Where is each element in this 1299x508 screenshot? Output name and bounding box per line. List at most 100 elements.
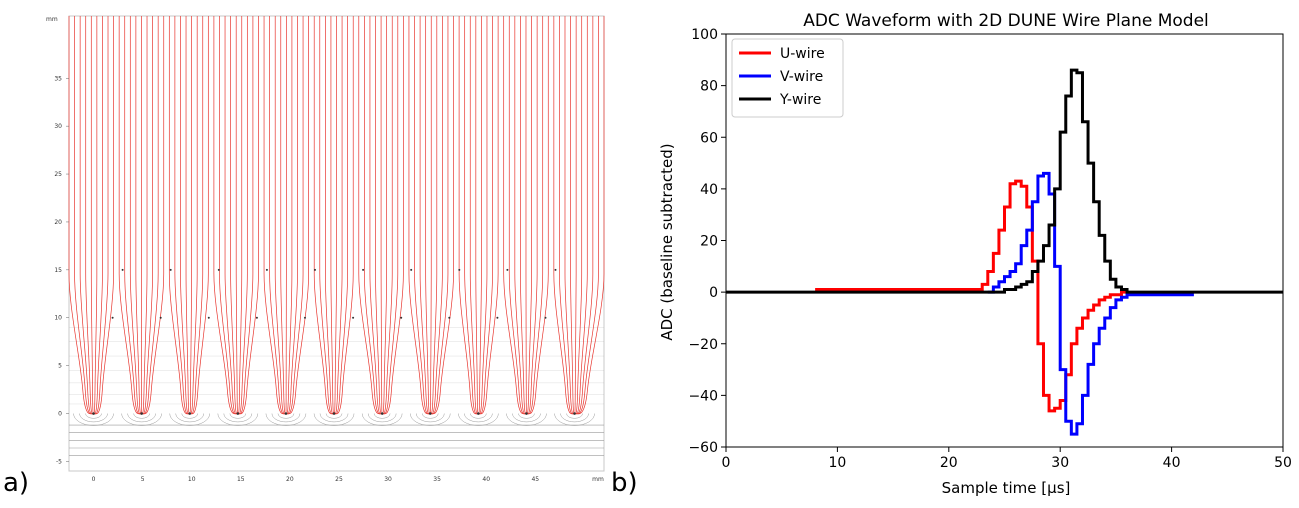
equipotential-arc xyxy=(325,413,343,419)
field-x-tick-label: 5 xyxy=(141,476,145,483)
mid-wire-marker xyxy=(303,316,306,319)
field-line xyxy=(478,16,499,415)
panel-label-a: a) xyxy=(3,468,30,498)
field-line xyxy=(429,16,454,415)
collection-wire-marker xyxy=(332,412,336,415)
equipotential-arc xyxy=(175,413,204,423)
field-y-tick-label: 10 xyxy=(54,315,62,322)
field-line xyxy=(189,16,209,415)
field-line xyxy=(224,16,239,415)
series-u-wire xyxy=(815,179,1128,413)
y-tick-label: −40 xyxy=(688,388,718,404)
equipotential-arc xyxy=(464,413,493,423)
x-tick-label: 50 xyxy=(1274,455,1292,471)
equipotential-arc xyxy=(181,413,198,419)
y-tick-label: −20 xyxy=(688,337,718,353)
field-x-tick-label: 35 xyxy=(433,476,441,483)
field-x-tick-label: 45 xyxy=(531,476,539,483)
equipotential-arc xyxy=(415,413,445,423)
equipotential-arc xyxy=(121,413,162,426)
field-line xyxy=(129,16,142,415)
y-tick-label: 0 xyxy=(709,285,718,301)
field-line xyxy=(237,16,259,415)
y-tick-label: 20 xyxy=(700,234,718,250)
field-line xyxy=(269,16,287,415)
field-line xyxy=(574,16,605,415)
panel-label-b: b) xyxy=(611,468,638,498)
equipotential-arc xyxy=(73,413,114,426)
field-axis-ticks: -5 0 5 10 15 20 25 30 35 0 5 10 15 20 25 30 35 40 45 mm xyxy=(54,75,604,483)
equipotential-arc xyxy=(518,413,535,419)
collection-wire-marker xyxy=(573,412,576,415)
field-y-tick-label: 0 xyxy=(58,411,62,418)
equipotential-arc xyxy=(85,413,102,419)
field-line xyxy=(419,16,431,415)
mid-wire-marker xyxy=(544,316,547,319)
y-tick-label: 60 xyxy=(700,130,718,146)
field-line xyxy=(369,16,383,415)
field-y-tick-label: 15 xyxy=(54,267,62,274)
legend-label-v-wire: V-wire xyxy=(780,69,823,85)
chart-title: ADC Waveform with 2D DUNE Wire Plane Mod… xyxy=(803,11,1209,31)
equipotential-arc xyxy=(566,413,583,419)
equipotential-arc xyxy=(409,413,451,426)
field-line xyxy=(141,16,165,415)
y-tick-label: 40 xyxy=(700,182,718,198)
upper-wire-marker xyxy=(506,268,509,271)
field-x-tick-label: 20 xyxy=(286,476,294,483)
series-v-wire xyxy=(987,171,1194,436)
field-y-tick-label: 30 xyxy=(54,123,62,130)
equipotential-arc xyxy=(265,413,307,426)
equipotential-arc xyxy=(79,413,108,423)
field-x-tick-label: 0 xyxy=(92,476,96,483)
y-axis-label: ADC (baseline subtracted) xyxy=(658,143,676,340)
mid-wire-marker xyxy=(448,316,451,319)
field-y-tick-label: -5 xyxy=(56,458,62,465)
upper-wire-marker xyxy=(362,268,365,271)
legend-label-y-wire: Y-wire xyxy=(779,92,821,108)
field-line xyxy=(414,16,431,415)
legend: U-wire V-wire Y-wire xyxy=(731,38,844,118)
field-line xyxy=(526,16,549,415)
equipotential-arc xyxy=(229,413,247,419)
mid-wire-marker xyxy=(111,316,114,319)
field-line xyxy=(93,16,114,415)
field-line xyxy=(174,16,191,415)
upper-wire-marker xyxy=(265,268,268,271)
equipotential-arc xyxy=(373,413,391,419)
field-line xyxy=(559,16,575,415)
equipotential-arc xyxy=(470,413,487,419)
equipotential-arc xyxy=(367,413,397,423)
collection-wire-marker xyxy=(188,412,192,415)
field-line xyxy=(79,16,94,415)
field-y-tick-label: 5 xyxy=(58,363,62,370)
x-tick-label: 40 xyxy=(1163,455,1181,471)
equipotential-arc xyxy=(271,413,301,423)
x-tick-label: 30 xyxy=(1051,455,1069,471)
mid-wire-marker xyxy=(400,316,403,319)
mid-wire-marker xyxy=(159,316,162,319)
collection-wire-marker xyxy=(140,412,143,415)
upper-wire-marker xyxy=(169,268,172,271)
field-line xyxy=(333,16,354,415)
collection-wire-marker xyxy=(236,412,240,415)
equipotential-arc xyxy=(133,413,150,419)
field-x-tick-label: 25 xyxy=(335,476,343,483)
y-tick-label: 100 xyxy=(691,27,718,43)
field-line xyxy=(381,16,404,415)
upper-wire-marker xyxy=(554,268,557,271)
field-map-chart: -5 0 5 10 15 20 25 30 35 0 5 10 15 20 25 30 35 40 45 mm mm xyxy=(46,15,605,483)
collection-wire-marker xyxy=(380,412,384,415)
series-y-wire xyxy=(726,68,1283,294)
equipotential-arc xyxy=(512,413,541,423)
field-line xyxy=(564,16,575,415)
equipotential-arc xyxy=(560,413,589,423)
waveform-axis-ticks: 0 10 20 30 40 50 −60 −40 −20 0 20 40 60 80 100 xyxy=(688,27,1291,471)
field-line xyxy=(285,16,309,415)
field-x-tick-label: 15 xyxy=(237,476,245,483)
equipotential-arc xyxy=(277,413,295,419)
x-tick-label: 20 xyxy=(940,455,958,471)
y-tick-label: 80 xyxy=(700,79,718,95)
equipotential-arc xyxy=(421,413,439,419)
